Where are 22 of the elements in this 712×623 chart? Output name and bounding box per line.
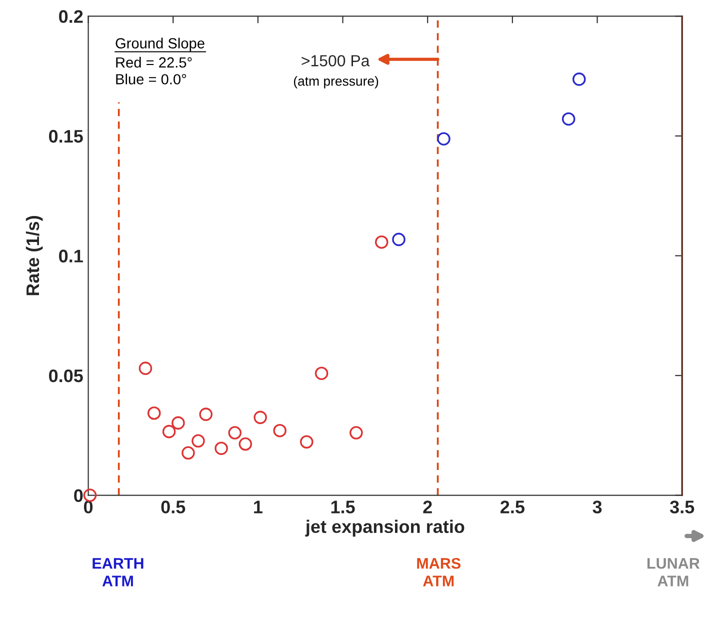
- y-tick-label: 0.15: [49, 130, 83, 143]
- annotation: Red = 22.5° Blue = 0.0°: [116, 56, 192, 84]
- x-tick-label: 1: [254, 500, 262, 514]
- x-tick-label: 2: [423, 500, 432, 514]
- x-tick-label: 0: [84, 500, 93, 514]
- x-tick-label: 2.5: [500, 500, 524, 514]
- x-tick-label: 3: [592, 500, 602, 514]
- text: LUNAR ATM: [647, 558, 700, 586]
- y-tick-label: 0: [74, 489, 83, 502]
- text: EARTH ATM: [92, 558, 144, 586]
- y-axis-title: Rate (1/s): [26, 216, 43, 296]
- x-axis-title: jet expansion ratio: [305, 520, 464, 537]
- annotation: >1500 Pa: [302, 55, 370, 66]
- y-tick-label: 0.05: [49, 369, 83, 382]
- text: MARS ATM: [417, 558, 461, 586]
- x-tick-label: 1.5: [331, 500, 355, 514]
- annotation: Ground Slope: [116, 38, 204, 52]
- annotation: (atm pressure): [294, 76, 378, 88]
- y-tick-label: 0.1: [59, 250, 83, 262]
- y-tick-label: 0.2: [59, 10, 83, 23]
- x-tick-label: 3.5: [670, 500, 694, 514]
- x-tick-label: 0.5: [161, 500, 186, 514]
